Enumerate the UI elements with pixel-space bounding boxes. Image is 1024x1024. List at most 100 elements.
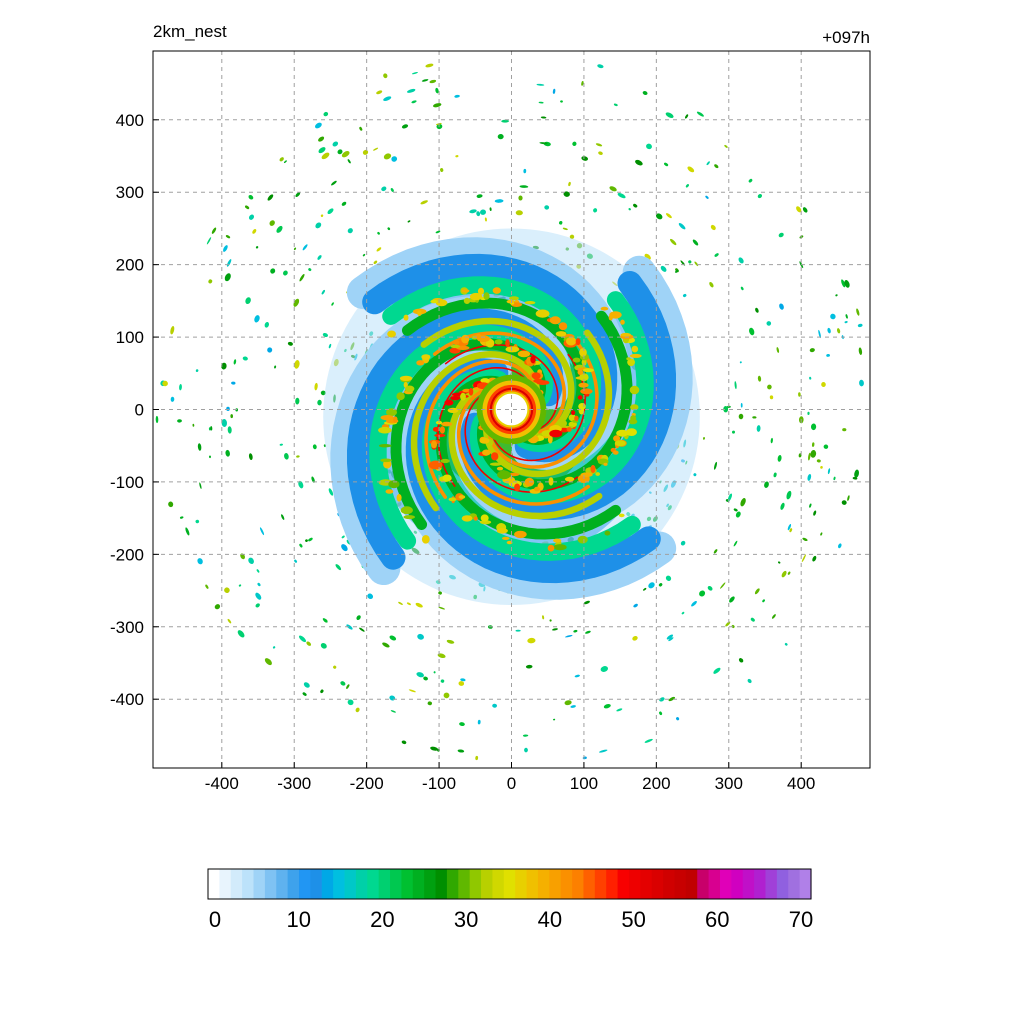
outer-cell <box>518 195 523 201</box>
outer-cell <box>327 208 334 215</box>
outer-cell <box>440 168 444 172</box>
outer-cell <box>633 603 638 608</box>
outer-cell <box>455 155 459 158</box>
colorbar-swatch <box>788 869 801 899</box>
outer-cell <box>582 756 587 760</box>
outer-cell <box>572 141 577 146</box>
outer-cell <box>705 195 709 199</box>
outer-cell <box>314 382 318 391</box>
outer-cell <box>778 232 784 238</box>
outer-cell <box>830 313 836 320</box>
outer-cell <box>475 755 479 761</box>
outer-cell <box>642 90 648 96</box>
outer-cell <box>756 425 761 432</box>
outer-cell <box>195 369 199 372</box>
convective-cell <box>568 414 576 422</box>
colorbar-swatch <box>651 869 664 899</box>
outer-cell <box>284 453 289 460</box>
outer-cell <box>593 208 598 213</box>
y-tick-label: -200 <box>110 545 144 564</box>
colorbar-swatch <box>242 869 255 899</box>
colorbar-swatch <box>219 869 232 899</box>
outer-cell <box>801 554 807 563</box>
outer-cell <box>233 359 237 365</box>
outer-cell <box>847 495 850 501</box>
colorbar-tick-label: 70 <box>789 907 813 932</box>
colorbar-swatch <box>697 869 710 899</box>
outer-cell <box>827 468 831 475</box>
outer-cell <box>838 543 842 549</box>
convective-cell <box>536 380 550 385</box>
outer-cell <box>415 602 423 608</box>
convective-cell <box>517 350 531 358</box>
outer-cell <box>347 228 353 234</box>
chart-title-right: +097h <box>822 28 870 47</box>
outer-cell <box>259 527 265 536</box>
outer-cell <box>573 629 578 633</box>
convective-cell <box>582 368 594 373</box>
colorbar-swatch <box>253 869 266 899</box>
convective-cell <box>578 382 589 388</box>
outer-cell <box>678 223 686 230</box>
outer-cell <box>660 265 667 272</box>
outer-cell <box>694 261 699 267</box>
convective-cell <box>548 477 554 486</box>
outer-cell <box>740 286 744 291</box>
colorbar-swatch <box>355 869 368 899</box>
outer-cell <box>416 672 424 678</box>
colorbar-swatch <box>719 869 732 899</box>
outer-cell <box>320 214 324 217</box>
colorbar: 0 10 20 30 40 50 60 70 <box>207 868 813 932</box>
outer-cell <box>522 734 529 737</box>
colorbar-swatch <box>424 869 437 899</box>
outer-cell <box>295 192 301 197</box>
outer-cell <box>549 619 552 622</box>
outer-cell <box>406 88 416 93</box>
outer-cell <box>682 293 687 298</box>
convective-cell <box>549 429 563 438</box>
convective-cell <box>514 483 521 492</box>
outer-cell <box>223 245 228 252</box>
outer-cell <box>299 543 303 548</box>
outer-cell <box>221 419 228 427</box>
outer-cell <box>779 303 784 310</box>
outer-cell <box>359 126 363 131</box>
convective-cell <box>439 426 445 434</box>
outer-cell <box>738 257 744 264</box>
colorbar-swatch <box>754 869 767 899</box>
convective-cell <box>514 530 527 539</box>
colorbar-swatch <box>799 869 812 899</box>
convective-cell <box>600 306 609 311</box>
outer-cell <box>552 628 558 631</box>
outer-cell <box>713 667 721 674</box>
outer-cell <box>323 444 326 448</box>
convective-cell <box>555 331 567 337</box>
outer-cell <box>283 270 288 276</box>
outer-cell <box>739 361 742 364</box>
outer-cell <box>458 681 465 686</box>
outer-cell <box>406 602 411 606</box>
convective-cell <box>403 314 409 321</box>
outer-cell <box>303 682 310 688</box>
outer-cell <box>738 658 744 663</box>
outer-cell <box>192 423 195 427</box>
outer-cell <box>497 133 504 140</box>
outer-cell <box>598 151 603 155</box>
colorbar-swatch <box>663 869 676 899</box>
outer-cell <box>670 238 677 246</box>
outer-cell <box>208 279 213 284</box>
y-axis: 400 300 200 100 0 -100 -200 -300 -400 <box>110 111 159 709</box>
convective-cell <box>416 360 425 366</box>
convective-cell <box>506 299 515 304</box>
colorbar-swatch <box>594 869 607 899</box>
rainband <box>432 331 567 435</box>
outer-cell <box>668 696 676 702</box>
y-tick-label: 100 <box>116 328 144 347</box>
outer-cell <box>252 229 257 234</box>
convective-cell <box>558 419 567 428</box>
outer-cell <box>412 71 418 75</box>
outer-cell <box>560 100 563 103</box>
outer-cell <box>411 100 417 104</box>
outer-cell <box>195 519 200 524</box>
colorbar-swatch <box>208 869 220 899</box>
